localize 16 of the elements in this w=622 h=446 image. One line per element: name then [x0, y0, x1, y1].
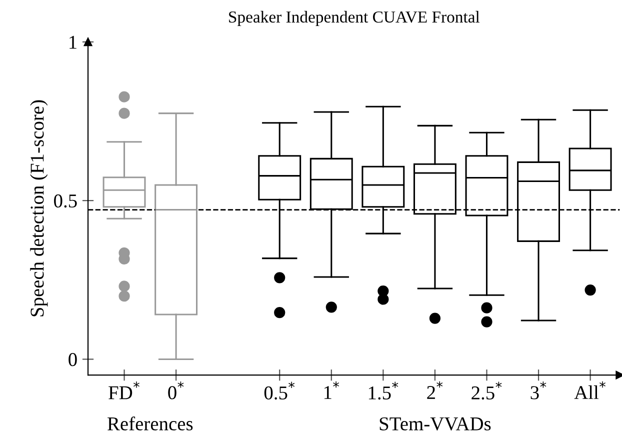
x-tick-label: 0.5$^{*}$	[264, 382, 295, 400]
x-tick-label: 3$^{*}$	[530, 382, 546, 400]
x-tick-label: 1$^{*}$	[324, 381, 340, 399]
y-tick-label: 0	[68, 353, 77, 366]
x-tick-label: All$^{*}$	[574, 381, 606, 399]
y-axis-title: Speech detection (F1-score)	[30, 100, 48, 316]
y-tick-label: 1	[70, 36, 76, 49]
x-tick-label: 1.5$^{*}$	[368, 382, 398, 400]
y-tick-label: 0.5	[54, 194, 77, 208]
text: STem-VVADs	[380, 417, 491, 431]
text: References	[108, 416, 193, 430]
chart-title: Speaker Independent CUAVE Frontal	[229, 10, 480, 26]
x-tick-label: FD$^{*}$	[108, 382, 140, 400]
x-tick-label: 0$^{*}$	[168, 382, 184, 400]
x-tick-label: 2$^{*}$	[427, 381, 443, 399]
x-tick-label: 2.5$^{*}$	[472, 382, 502, 400]
